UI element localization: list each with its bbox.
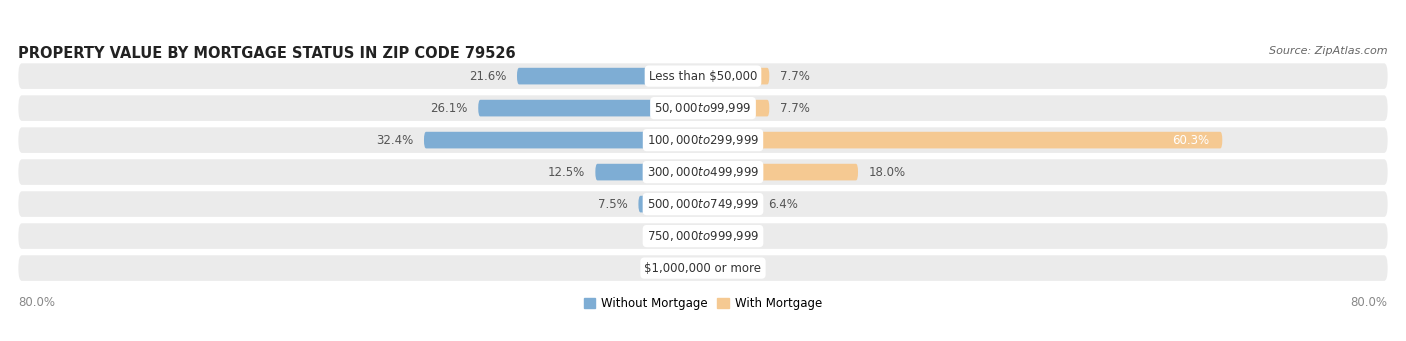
FancyBboxPatch shape bbox=[638, 196, 703, 212]
Text: 12.5%: 12.5% bbox=[548, 166, 585, 179]
FancyBboxPatch shape bbox=[703, 260, 716, 277]
FancyBboxPatch shape bbox=[18, 191, 1388, 217]
FancyBboxPatch shape bbox=[703, 132, 1222, 148]
Text: $300,000 to $499,999: $300,000 to $499,999 bbox=[647, 165, 759, 179]
Text: 60.3%: 60.3% bbox=[1173, 134, 1209, 147]
FancyBboxPatch shape bbox=[517, 68, 703, 85]
FancyBboxPatch shape bbox=[703, 228, 716, 244]
FancyBboxPatch shape bbox=[18, 127, 1388, 153]
Text: 0.0%: 0.0% bbox=[727, 229, 756, 242]
FancyBboxPatch shape bbox=[690, 260, 703, 277]
Text: PROPERTY VALUE BY MORTGAGE STATUS IN ZIP CODE 79526: PROPERTY VALUE BY MORTGAGE STATUS IN ZIP… bbox=[18, 46, 516, 61]
Text: 0.0%: 0.0% bbox=[727, 262, 756, 275]
FancyBboxPatch shape bbox=[18, 63, 1388, 89]
Text: Less than $50,000: Less than $50,000 bbox=[648, 70, 758, 83]
Text: 21.6%: 21.6% bbox=[470, 70, 506, 83]
FancyBboxPatch shape bbox=[18, 255, 1388, 281]
FancyBboxPatch shape bbox=[703, 100, 769, 116]
FancyBboxPatch shape bbox=[703, 196, 758, 212]
Text: 0.0%: 0.0% bbox=[650, 229, 679, 242]
FancyBboxPatch shape bbox=[18, 223, 1388, 249]
Text: 7.7%: 7.7% bbox=[780, 102, 810, 115]
FancyBboxPatch shape bbox=[18, 159, 1388, 185]
FancyBboxPatch shape bbox=[595, 164, 703, 180]
Text: $100,000 to $299,999: $100,000 to $299,999 bbox=[647, 133, 759, 147]
Text: 6.4%: 6.4% bbox=[769, 197, 799, 211]
FancyBboxPatch shape bbox=[18, 95, 1388, 121]
Text: Source: ZipAtlas.com: Source: ZipAtlas.com bbox=[1270, 46, 1388, 56]
Text: 18.0%: 18.0% bbox=[869, 166, 905, 179]
FancyBboxPatch shape bbox=[703, 164, 858, 180]
Text: 0.0%: 0.0% bbox=[650, 262, 679, 275]
Text: $750,000 to $999,999: $750,000 to $999,999 bbox=[647, 229, 759, 243]
FancyBboxPatch shape bbox=[478, 100, 703, 116]
Text: 80.0%: 80.0% bbox=[1351, 296, 1388, 309]
Text: $1,000,000 or more: $1,000,000 or more bbox=[644, 262, 762, 275]
Legend: Without Mortgage, With Mortgage: Without Mortgage, With Mortgage bbox=[579, 293, 827, 315]
Text: 7.5%: 7.5% bbox=[599, 197, 628, 211]
Text: 32.4%: 32.4% bbox=[377, 134, 413, 147]
Text: 7.7%: 7.7% bbox=[780, 70, 810, 83]
Text: 80.0%: 80.0% bbox=[18, 296, 55, 309]
Text: $50,000 to $99,999: $50,000 to $99,999 bbox=[654, 101, 752, 115]
Text: $500,000 to $749,999: $500,000 to $749,999 bbox=[647, 197, 759, 211]
FancyBboxPatch shape bbox=[703, 68, 769, 85]
FancyBboxPatch shape bbox=[425, 132, 703, 148]
Text: 26.1%: 26.1% bbox=[430, 102, 468, 115]
FancyBboxPatch shape bbox=[690, 228, 703, 244]
